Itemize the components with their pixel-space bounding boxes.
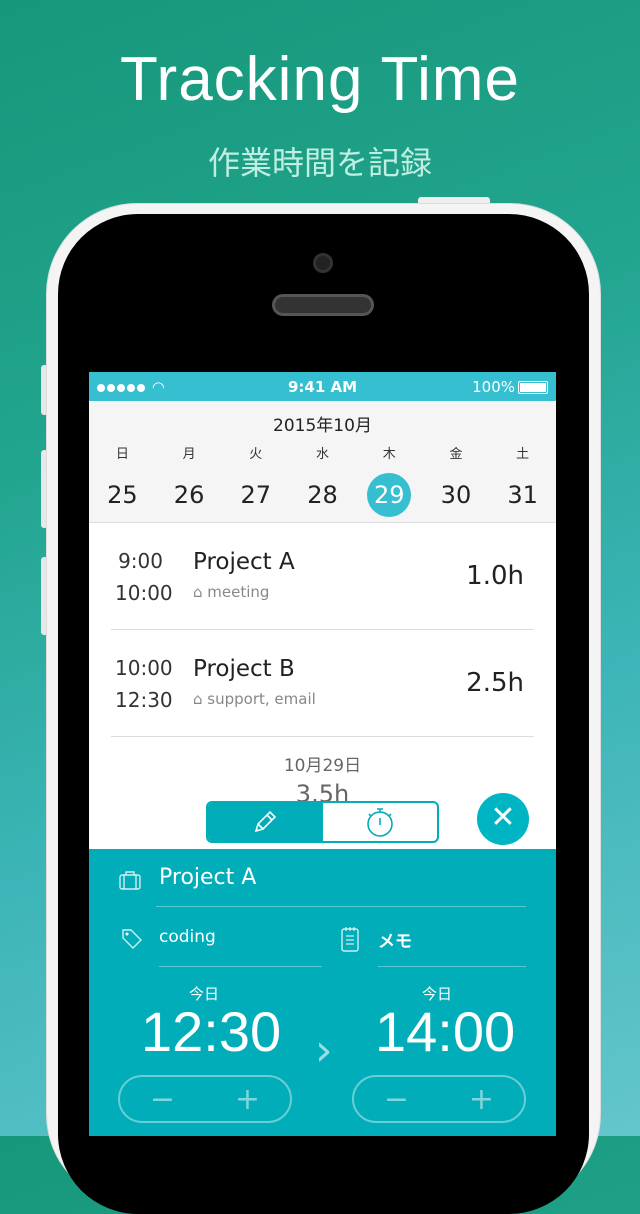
- date-cell[interactable]: 25: [107, 481, 138, 509]
- entry-hours: 1.0h: [466, 561, 524, 591]
- entry-hours: 2.5h: [466, 668, 524, 698]
- start-stepper: − +: [118, 1075, 292, 1123]
- weekday: 木: [382, 447, 396, 462]
- briefcase-icon: [119, 871, 141, 890]
- end-day-label: 今日: [422, 985, 453, 1003]
- start-plus-button[interactable]: +: [234, 1081, 261, 1117]
- entry-start: 10:00: [115, 656, 173, 680]
- tag-icon: ⌂: [193, 690, 208, 708]
- weekday: 月: [182, 447, 196, 462]
- date-cell-selected[interactable]: 29: [367, 473, 412, 517]
- entry-tags: meeting: [207, 583, 270, 601]
- hero-title: Tracking Time: [119, 45, 520, 114]
- date-cell[interactable]: 30: [440, 481, 472, 509]
- status-bar: ◠ 9:41 AM 100%: [89, 372, 556, 401]
- entry-end: 12:30: [115, 688, 173, 712]
- start-time[interactable]: 12:30: [141, 1000, 282, 1063]
- weekday: 土: [516, 447, 530, 462]
- tag-icon: ⌂: [193, 583, 208, 601]
- entry-end: 10:00: [115, 581, 173, 605]
- close-button[interactable]: ✕: [477, 793, 529, 845]
- battery-percent: 100%: [472, 377, 515, 396]
- time-entry[interactable]: 10:00 12:30 Project B ⌂ support, email 2.…: [111, 630, 534, 737]
- tag-field[interactable]: coding: [159, 927, 216, 947]
- weekday: 金: [449, 447, 463, 462]
- weekday: 火: [249, 447, 263, 462]
- date-cell[interactable]: 28: [307, 481, 338, 509]
- mute-switch: [41, 365, 48, 415]
- start-minus-button[interactable]: −: [149, 1081, 176, 1117]
- date-cell[interactable]: 31: [507, 481, 538, 509]
- power-button: [418, 197, 490, 205]
- mode-toggle: [206, 801, 439, 843]
- stopwatch-icon: [366, 808, 393, 837]
- entry-project: Project B: [193, 656, 295, 682]
- start-day-label: 今日: [189, 985, 220, 1003]
- tag-icon: [122, 929, 142, 949]
- timer-mode-button[interactable]: [323, 803, 438, 841]
- entry-start: 9:00: [118, 549, 163, 573]
- end-minus-button[interactable]: −: [383, 1081, 410, 1117]
- summary-date: 10月29日: [283, 756, 362, 776]
- weekday: 水: [316, 447, 330, 462]
- end-stepper: − +: [352, 1075, 526, 1123]
- signal-icon: ◠: [97, 378, 167, 396]
- hero-subtitle: 作業時間を記録: [207, 144, 432, 182]
- entry-tags: support, email: [207, 690, 316, 708]
- memo-icon: [341, 927, 359, 952]
- pencil-icon: [255, 810, 277, 833]
- weekday: 日: [115, 447, 129, 462]
- battery-icon: [518, 380, 548, 394]
- week-calendar: 2015年10月 日 月 火 水 木 金 土 25 26 27 28 29 30…: [89, 401, 556, 523]
- volume-down: [41, 557, 48, 635]
- calendar-month[interactable]: 2015年10月: [273, 416, 372, 436]
- time-entry[interactable]: 9:00 10:00 Project A ⌂ meeting 1.0h: [111, 523, 534, 630]
- speaker: [272, 294, 374, 316]
- end-plus-button[interactable]: +: [468, 1081, 495, 1117]
- status-time: 9:41 AM: [287, 377, 358, 396]
- end-time[interactable]: 14:00: [375, 1000, 516, 1063]
- date-cell[interactable]: 27: [240, 481, 272, 509]
- close-icon: ✕: [490, 800, 516, 835]
- camera: [313, 253, 333, 273]
- arrow-right-icon: ›: [315, 1025, 333, 1076]
- date-cell[interactable]: 26: [173, 481, 205, 509]
- app-screen: ◠ 9:41 AM 100% 2015年10月 日 月 火 水 木 金 土 25…: [89, 372, 556, 1136]
- volume-up: [41, 450, 48, 528]
- manual-mode-button[interactable]: [208, 803, 323, 841]
- entry-editor: Project A coding メモ 今日 12:30 › 今日 14:00 …: [89, 849, 556, 1136]
- project-field[interactable]: Project A: [159, 865, 257, 890]
- memo-field[interactable]: メモ: [378, 932, 412, 952]
- entry-project: Project A: [193, 549, 295, 575]
